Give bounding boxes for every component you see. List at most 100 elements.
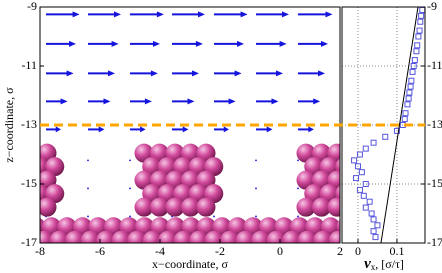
arrow [130,126,146,133]
arrow [214,70,242,77]
atom [40,148,41,158]
arrow [87,159,89,162]
arrow-head [198,11,205,18]
data-point [362,204,369,211]
arrow-head [108,70,115,77]
arrow [172,40,203,47]
arrow-head [266,126,273,133]
flow-panel [40,11,340,243]
arrow [46,70,74,77]
arrow [88,98,111,105]
data-point [404,101,411,108]
atom [266,230,286,243]
data-point [366,198,373,205]
arrow-head [318,70,325,77]
arrow-head [144,98,152,105]
arrow [298,40,328,47]
arrow-head [114,11,121,18]
data-point [406,89,413,96]
arrow [214,11,248,18]
y-tick-label: -15 [21,176,37,190]
arrow-head [192,70,199,77]
data-point [372,234,379,241]
arrow [214,40,244,47]
atom [111,230,131,243]
arrow-head [140,126,146,133]
data-point [414,42,421,49]
data-point [410,63,417,69]
arrow-head [153,40,160,47]
arrow-head [325,11,333,18]
arrow-dot [129,187,131,190]
arrow-head [195,40,203,47]
atom [251,230,271,243]
arrow [130,70,158,77]
atom [96,230,116,243]
arrow-head [156,11,164,18]
arrow-head [69,40,76,47]
atom [336,219,340,235]
arrow-head [321,40,328,47]
data-point [409,68,416,75]
arrow [46,126,61,133]
atom [40,197,57,217]
atom [312,197,331,217]
data-point [353,175,360,182]
x-tick-label: -8 [35,244,45,258]
arrow [88,40,119,47]
arrow-dot [213,215,215,218]
x-tick-label: -4 [155,244,165,258]
x-tick-label: -2 [215,244,225,258]
arrow [172,70,199,77]
atom [297,230,317,243]
arrow [298,126,314,133]
arrow-head [72,11,80,18]
atom [142,230,162,243]
atom [282,230,302,243]
arrow-head [66,70,74,77]
arrow-dot [255,187,257,190]
data-point [402,110,409,117]
arrow [297,187,299,190]
atom [158,230,178,243]
arrow [172,126,189,133]
data-point [368,210,375,217]
arrow-head [308,126,314,133]
arrow-head [237,40,244,47]
arrow [129,159,131,162]
arrow-head [282,11,289,18]
x-tick-label: -6 [95,244,105,258]
data-point [416,27,423,34]
arrow-head [313,98,321,105]
arrow-dot [297,187,299,190]
atom [196,197,216,217]
y-axis-label: z−coordinate, σ [2,87,16,163]
data-point [413,48,420,55]
data-point [362,145,369,152]
arrow-dot [129,159,131,162]
atom [150,197,169,217]
atom [220,230,240,243]
y-tick-label: -11 [21,58,37,72]
data-point [370,216,377,223]
arrow-dot [255,215,257,218]
arrow-head [240,11,248,18]
data-point [358,169,365,176]
subscript: x [371,262,376,272]
arrow-head [111,40,119,47]
arrow-dot [129,215,131,218]
data-point [351,157,358,164]
arrow-head [55,126,61,133]
y-tick-label: -9 [427,0,437,13]
unit: , [σ/τ] [375,257,404,271]
arrow [255,215,257,218]
arrow-head [223,126,229,133]
atom [189,230,209,243]
arrow [87,187,89,190]
x-tick-label: 0 [355,244,361,258]
arrow [172,11,205,18]
arrow [129,187,131,190]
y-tick-label: -17 [21,235,37,249]
data-point [370,228,377,235]
arrow-head [279,40,287,47]
